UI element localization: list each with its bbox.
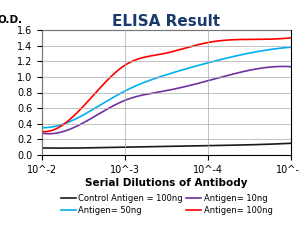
- Antigen= 10ng: [289, 65, 293, 68]
- Antigen= 100ng: [40, 130, 44, 133]
- Antigen= 50ng: [288, 46, 292, 49]
- Antigen= 10ng: [63, 130, 66, 133]
- Antigen= 100ng: [137, 57, 140, 60]
- Control Antigen = 100ng: [142, 145, 146, 148]
- Control Antigen = 100ng: [141, 145, 145, 148]
- Control Antigen = 100ng: [58, 146, 62, 150]
- Antigen= 10ng: [141, 94, 145, 96]
- X-axis label: Serial Dilutions of Antibody: Serial Dilutions of Antibody: [85, 178, 248, 188]
- Antigen= 50ng: [42, 126, 46, 129]
- Line: Antigen= 100ng: Antigen= 100ng: [42, 38, 291, 132]
- Antigen= 100ng: [79, 107, 83, 110]
- Antigen= 100ng: [289, 36, 293, 39]
- Antigen= 100ng: [142, 56, 146, 59]
- Title: ELISA Result: ELISA Result: [112, 14, 220, 29]
- Antigen= 10ng: [136, 95, 140, 98]
- Control Antigen = 100ng: [64, 146, 67, 150]
- Antigen= 100ng: [43, 130, 46, 133]
- Antigen= 50ng: [40, 126, 44, 129]
- Line: Control Antigen = 100ng: Control Antigen = 100ng: [42, 143, 291, 148]
- Legend: Control Antigen = 100ng, Antigen= 50ng, Antigen= 10ng, Antigen= 100ng: Control Antigen = 100ng, Antigen= 50ng, …: [61, 194, 272, 215]
- Antigen= 10ng: [140, 94, 144, 97]
- Antigen= 10ng: [47, 132, 50, 135]
- Control Antigen = 100ng: [79, 146, 83, 150]
- Antigen= 10ng: [281, 65, 284, 68]
- Control Antigen = 100ng: [288, 142, 292, 145]
- Y-axis label: O.D.: O.D.: [0, 15, 22, 25]
- Antigen= 50ng: [141, 82, 145, 84]
- Control Antigen = 100ng: [289, 142, 293, 145]
- Antigen= 50ng: [64, 122, 67, 125]
- Antigen= 50ng: [142, 81, 146, 84]
- Antigen= 10ng: [40, 132, 44, 134]
- Antigen= 50ng: [137, 83, 140, 86]
- Control Antigen = 100ng: [137, 146, 140, 148]
- Antigen= 100ng: [288, 36, 292, 40]
- Antigen= 10ng: [79, 123, 82, 126]
- Antigen= 50ng: [289, 46, 293, 49]
- Antigen= 100ng: [141, 56, 145, 59]
- Antigen= 50ng: [79, 115, 83, 118]
- Control Antigen = 100ng: [40, 146, 44, 150]
- Line: Antigen= 50ng: Antigen= 50ng: [42, 47, 291, 128]
- Antigen= 100ng: [64, 122, 67, 124]
- Antigen= 10ng: [288, 65, 292, 68]
- Line: Antigen= 10ng: Antigen= 10ng: [42, 66, 291, 134]
